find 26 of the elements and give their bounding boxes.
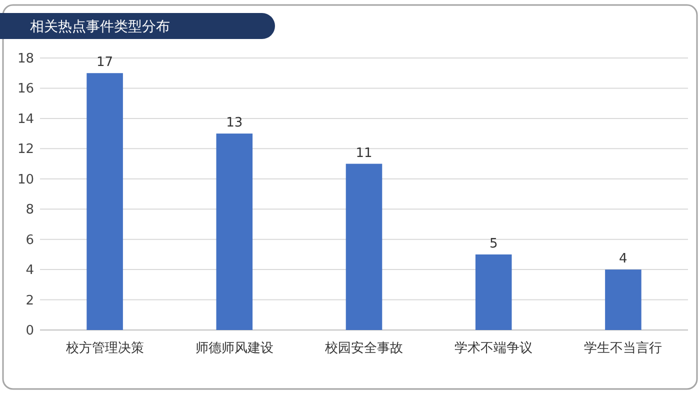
data-label: 17 xyxy=(96,55,114,70)
data-label: 5 xyxy=(489,236,498,252)
x-tick-label: 学术不端争议 xyxy=(454,341,533,356)
y-tick-label: 16 xyxy=(17,82,34,97)
bar xyxy=(216,134,253,330)
y-tick-label: 12 xyxy=(17,142,34,158)
y-tick-label: 10 xyxy=(17,172,34,188)
x-tick-label: 学生不当言行 xyxy=(584,340,662,356)
data-label: 13 xyxy=(226,116,243,131)
x-tick-label: 校方管理决策 xyxy=(64,340,144,356)
y-tick-label: 2 xyxy=(26,293,34,308)
bar xyxy=(605,270,642,330)
bar xyxy=(475,254,512,330)
bar xyxy=(346,164,382,330)
data-label: 4 xyxy=(619,252,628,267)
x-tick-label: 师德师风建设 xyxy=(195,341,274,356)
y-tick-label: 18 xyxy=(17,52,34,66)
y-tick-label: 14 xyxy=(17,112,34,127)
x-tick-label: 校园安全事故 xyxy=(324,340,403,356)
y-tick-label: 4 xyxy=(26,263,34,278)
chart-title: 相关热点事件类型分布 xyxy=(30,19,170,35)
bar xyxy=(86,73,123,330)
y-tick-label: 8 xyxy=(26,202,34,218)
y-tick-label: 6 xyxy=(26,232,34,248)
data-label: 11 xyxy=(356,146,372,161)
y-tick-label: 0 xyxy=(26,324,34,338)
